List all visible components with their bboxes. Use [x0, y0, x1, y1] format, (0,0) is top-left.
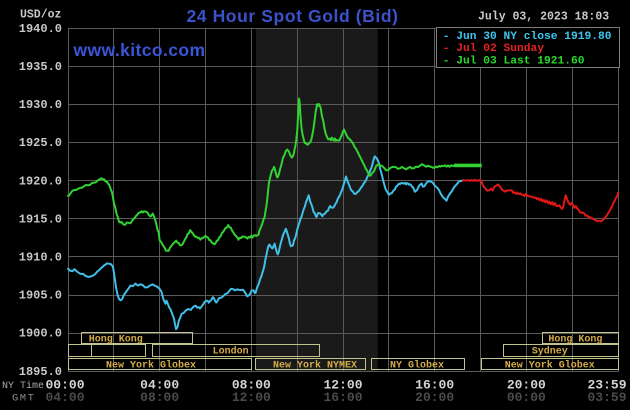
- svg-text:12:00: 12:00: [323, 378, 362, 393]
- svg-text:16:00: 16:00: [415, 378, 454, 393]
- svg-text:12:00: 12:00: [232, 390, 271, 405]
- svg-text:20:00: 20:00: [415, 390, 454, 405]
- svg-text:NY Globex: NY Globex: [390, 359, 444, 371]
- svg-text:1940.0: 1940.0: [19, 22, 62, 36]
- svg-text:23:59: 23:59: [587, 378, 626, 393]
- svg-text:16:00: 16:00: [323, 390, 362, 405]
- svg-text:08:00: 08:00: [232, 378, 271, 393]
- svg-text:20:00: 20:00: [507, 378, 546, 393]
- svg-text:www.kitco.com: www.kitco.com: [73, 40, 206, 60]
- svg-text:08:00: 08:00: [140, 390, 179, 405]
- svg-text:04:00: 04:00: [45, 390, 84, 405]
- svg-text:24 Hour Spot Gold (Bid): 24 Hour Spot Gold (Bid): [186, 6, 398, 26]
- svg-text:03:59: 03:59: [587, 390, 626, 405]
- svg-text:1935.0: 1935.0: [19, 60, 62, 74]
- svg-text:04:00: 04:00: [140, 378, 179, 393]
- svg-text:1895.0: 1895.0: [19, 365, 62, 379]
- svg-text:00:00: 00:00: [507, 390, 546, 405]
- svg-text:New York NYMEX: New York NYMEX: [273, 359, 357, 371]
- svg-text:1915.0: 1915.0: [19, 212, 62, 226]
- svg-text:- Jul 02 Sunday: - Jul 02 Sunday: [443, 43, 545, 55]
- svg-text:00:00: 00:00: [45, 378, 84, 393]
- svg-text:1900.0: 1900.0: [19, 327, 62, 341]
- svg-text:1905.0: 1905.0: [19, 289, 62, 303]
- svg-text:Hong Kong: Hong Kong: [89, 334, 143, 345]
- svg-text:Sydney: Sydney: [532, 346, 568, 358]
- svg-text:London: London: [213, 346, 249, 358]
- svg-text:GMT: GMT: [12, 392, 35, 404]
- svg-text:New York Globex: New York Globex: [106, 359, 196, 371]
- svg-text:NY Time: NY Time: [2, 380, 44, 392]
- svg-text:July 03, 2023 18:03: July 03, 2023 18:03: [478, 11, 609, 24]
- svg-text:Hong Kong: Hong Kong: [548, 334, 602, 345]
- svg-text:1925.0: 1925.0: [19, 136, 62, 150]
- svg-text:USD/oz: USD/oz: [20, 9, 62, 22]
- svg-text:1920.0: 1920.0: [19, 174, 62, 188]
- svg-text:1910.0: 1910.0: [19, 251, 62, 265]
- svg-text:- Jun 30 NY close 1919.80: - Jun 30 NY close 1919.80: [443, 31, 612, 43]
- svg-text:- Jul 03 Last 1921.60: - Jul 03 Last 1921.60: [443, 56, 585, 68]
- svg-text:New York Globex: New York Globex: [505, 359, 595, 371]
- svg-text:1930.0: 1930.0: [19, 98, 62, 112]
